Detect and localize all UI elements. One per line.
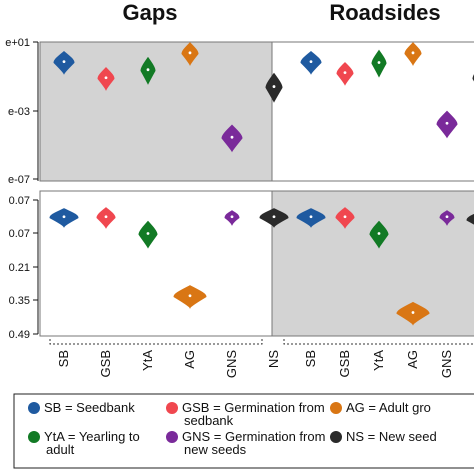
panel-gaps-bottom (39, 190, 273, 337)
median-point-4-yta (377, 232, 381, 235)
legend-label-gns-1: GNS = Germination from (182, 429, 325, 444)
median-point-4-gns (445, 215, 449, 219)
violin-layer (49, 42, 474, 326)
legend-marker-ag (330, 402, 342, 414)
legend-marker-yta (28, 431, 40, 443)
median-point-2-ag (411, 51, 415, 55)
median-point-3-yta (146, 232, 150, 235)
median-point-2-gsb (343, 71, 347, 75)
y-tick-label-bottom-5: 0.49 (9, 329, 30, 341)
y-tick-label-bottom-1: 0.07 (9, 195, 30, 207)
legend-marker-gsb (166, 402, 178, 414)
median-point-3-gns (230, 215, 234, 219)
median-point-3-ag (188, 294, 192, 298)
median-point-4-ag (411, 311, 415, 314)
violin-4-ns (466, 213, 474, 225)
x-label-gaps-gns: GNS (224, 350, 239, 379)
legend-label-gsb-2: sedbank (184, 413, 234, 428)
median-point-1-gns (230, 135, 234, 139)
y-tick-label-top-1: e+01 (5, 37, 30, 49)
panel-gaps-top (39, 41, 273, 182)
median-point-4-gsb (343, 215, 347, 219)
legend-marker-ns (330, 431, 342, 443)
x-label-gaps-ns: NS (266, 350, 281, 368)
x-label-gaps-ag: AG (182, 350, 197, 369)
median-point-2-gns (445, 121, 449, 125)
y-tick-label-bottom-4: 0.35 (9, 295, 30, 307)
median-point-3-ns (272, 215, 276, 219)
legend-box (13, 393, 474, 469)
y-tick-label-bottom-2: 0.07 (9, 228, 30, 240)
legend-label-sb-1: SB = Seedbank (44, 400, 135, 415)
x-label-gaps-yta: YtA (140, 350, 155, 371)
x-category-labels: SB GSB YtA AG GNS NS SB GSB YtA AG GNS (56, 350, 454, 379)
legend-label-ns-1: NS = New seed (346, 429, 437, 444)
median-point-1-sb (62, 60, 66, 64)
x-label-roadsides-ag: AG (405, 350, 420, 369)
y-tick-label-bottom-3: 0.21 (9, 262, 30, 274)
legend: SB = Seedbank GSB = Germination fromsedba… (28, 400, 437, 457)
x-label-roadsides-sb: SB (303, 350, 318, 367)
title-roadsides: Roadsides (329, 0, 440, 25)
x-axis-gaps (49, 339, 263, 345)
legend-label-yta-1: YtA = Yearling to (44, 429, 140, 444)
x-axis-roadsides (283, 339, 474, 345)
x-label-gaps-gsb: GSB (98, 350, 113, 377)
x-label-roadsides-yta: YtA (371, 350, 386, 371)
legend-label-gsb-1: GSB = Germination from (182, 400, 325, 415)
median-point-1-ag (188, 51, 192, 55)
legend-label-gns-2: new seeds (184, 442, 247, 457)
x-label-gaps-sb: SB (56, 350, 71, 367)
legend-marker-gns (166, 431, 178, 443)
median-point-1-yta (146, 68, 150, 72)
y-tick-label-top-2: e-03 (8, 106, 30, 118)
median-point-1-ns (272, 85, 276, 88)
median-point-2-yta (377, 61, 381, 64)
legend-label-yta-2: adult (46, 442, 75, 457)
median-point-3-gsb (104, 215, 108, 219)
title-gaps: Gaps (122, 0, 177, 25)
legend-label-ag-1: AG = Adult gro (346, 400, 431, 415)
legend-marker-sb (28, 402, 40, 414)
median-point-1-gsb (104, 76, 108, 80)
median-point-3-sb (62, 215, 66, 219)
y-tick-label-top-3: e-07 (8, 174, 30, 186)
median-point-4-sb (309, 215, 313, 219)
median-point-2-sb (309, 60, 313, 64)
x-label-roadsides-gsb: GSB (337, 350, 352, 377)
x-label-roadsides-gns: GNS (439, 350, 454, 379)
